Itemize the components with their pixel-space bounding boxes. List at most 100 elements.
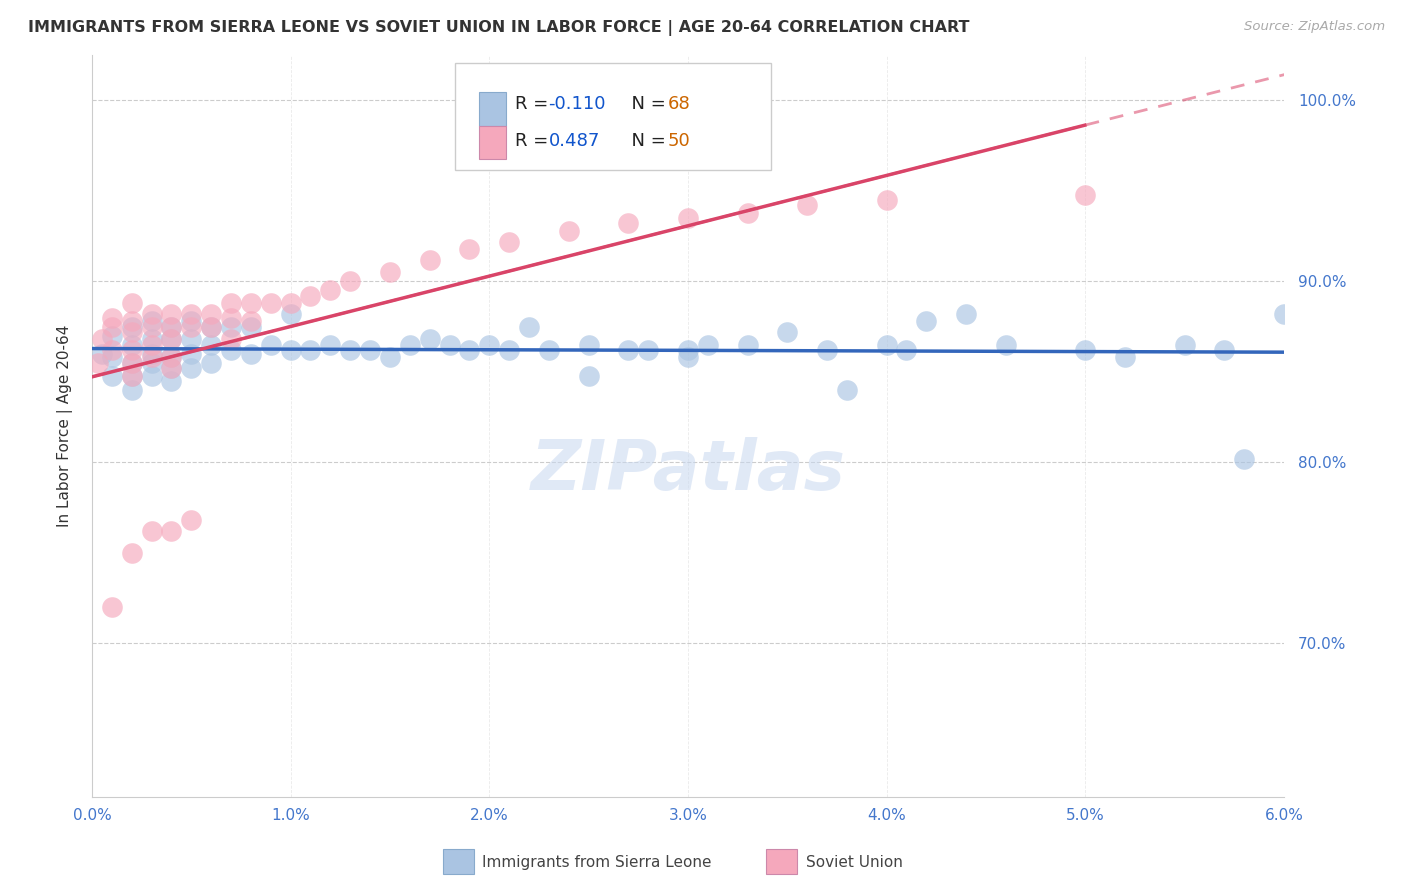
Point <box>141 338 163 352</box>
Point <box>339 343 361 358</box>
Point <box>219 319 242 334</box>
Point <box>200 307 222 321</box>
Point <box>676 343 699 358</box>
Point <box>419 332 441 346</box>
Point <box>141 351 163 365</box>
Point <box>1213 343 1236 358</box>
Text: N =: N = <box>620 95 672 113</box>
Point <box>637 343 659 358</box>
Point <box>498 235 520 249</box>
Point <box>160 374 183 388</box>
FancyBboxPatch shape <box>456 62 772 170</box>
Point <box>280 343 302 358</box>
Point <box>896 343 918 358</box>
Point <box>339 275 361 289</box>
Point <box>101 319 124 334</box>
Text: Soviet Union: Soviet Union <box>806 855 903 870</box>
Point <box>1074 343 1097 358</box>
Point <box>876 193 898 207</box>
Point <box>90 347 112 361</box>
Text: 0.487: 0.487 <box>548 132 600 150</box>
Point <box>239 314 262 328</box>
Y-axis label: In Labor Force | Age 20-64: In Labor Force | Age 20-64 <box>58 325 73 527</box>
Point <box>200 338 222 352</box>
Point <box>319 284 342 298</box>
Point <box>121 343 143 358</box>
Point <box>994 338 1017 352</box>
Point <box>299 343 322 358</box>
Bar <box>479 92 506 126</box>
Point <box>121 314 143 328</box>
Point <box>180 347 202 361</box>
Point <box>90 332 112 346</box>
Point <box>101 328 124 343</box>
Text: IMMIGRANTS FROM SIERRA LEONE VS SOVIET UNION IN LABOR FORCE | AGE 20-64 CORRELAT: IMMIGRANTS FROM SIERRA LEONE VS SOVIET U… <box>28 20 970 36</box>
Point <box>815 343 838 358</box>
Point <box>260 338 283 352</box>
Point <box>219 310 242 325</box>
Point <box>180 319 202 334</box>
Point <box>141 307 163 321</box>
Point <box>121 338 143 352</box>
Point <box>280 296 302 310</box>
Point <box>87 356 110 370</box>
Point <box>101 343 124 358</box>
Point <box>180 513 202 527</box>
Point <box>160 361 183 376</box>
Point <box>498 343 520 358</box>
Point <box>121 356 143 370</box>
Text: Immigrants from Sierra Leone: Immigrants from Sierra Leone <box>482 855 711 870</box>
Point <box>617 217 640 231</box>
Point <box>378 351 401 365</box>
Point <box>141 332 163 346</box>
Text: R =: R = <box>515 132 554 150</box>
Point <box>1272 307 1295 321</box>
Point <box>121 368 143 383</box>
Point <box>1074 187 1097 202</box>
Point <box>239 319 262 334</box>
Point <box>955 307 977 321</box>
Point <box>160 351 183 365</box>
Point <box>160 351 183 365</box>
Text: Source: ZipAtlas.com: Source: ZipAtlas.com <box>1244 20 1385 33</box>
Point <box>121 296 143 310</box>
Text: R =: R = <box>515 95 554 113</box>
Point <box>617 343 640 358</box>
Point <box>280 307 302 321</box>
Point <box>1174 338 1197 352</box>
Point <box>578 368 600 383</box>
Point <box>121 546 143 560</box>
Point <box>835 383 858 397</box>
Point <box>180 314 202 328</box>
Point <box>239 347 262 361</box>
Point <box>219 332 242 346</box>
Point <box>200 319 222 334</box>
Point <box>141 368 163 383</box>
Point <box>219 296 242 310</box>
Point <box>160 332 183 346</box>
Point <box>876 338 898 352</box>
Point <box>121 368 143 383</box>
Point <box>517 319 540 334</box>
Point <box>141 524 163 539</box>
Point <box>200 319 222 334</box>
Point <box>239 296 262 310</box>
Point <box>121 319 143 334</box>
Point <box>141 356 163 370</box>
Point <box>696 338 718 352</box>
Point <box>160 307 183 321</box>
Point <box>101 600 124 615</box>
Point <box>776 325 799 339</box>
Bar <box>479 126 506 159</box>
Point <box>141 319 163 334</box>
Point <box>121 356 143 370</box>
Point <box>796 198 818 212</box>
Point <box>558 224 581 238</box>
Point <box>915 314 938 328</box>
Point <box>398 338 420 352</box>
Text: 68: 68 <box>668 95 690 113</box>
Point <box>160 524 183 539</box>
Text: N =: N = <box>620 132 672 150</box>
Point <box>101 310 124 325</box>
Point <box>676 211 699 225</box>
